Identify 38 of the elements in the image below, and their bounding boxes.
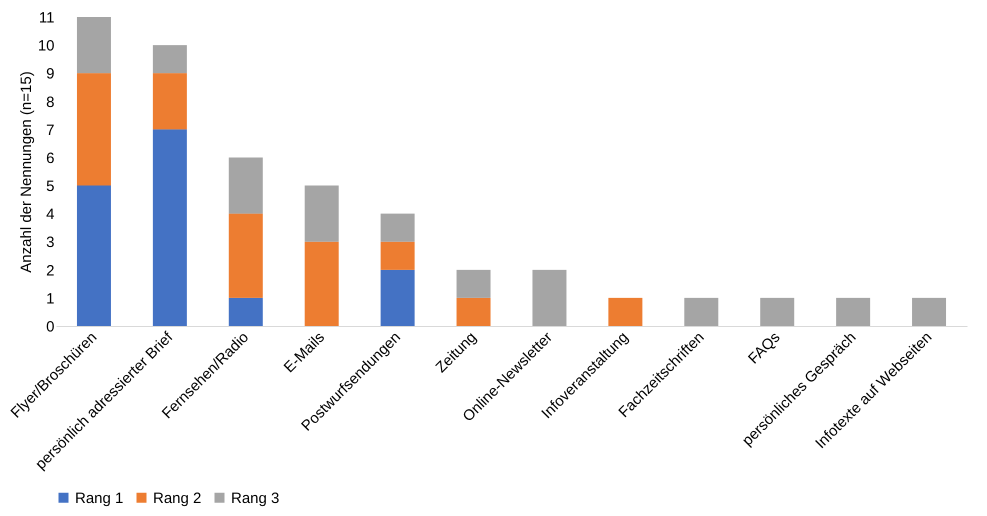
y-tick-label: 7 [46,122,54,139]
bar [380,270,415,326]
y-tick-label: 10 [38,38,54,55]
y-tick-label: 4 [46,206,54,224]
bar [456,270,491,298]
bar [912,298,946,326]
y-tick-label: 0 [46,318,54,336]
y-axis-title: Anzahl der Nennungen (n=15) [18,71,35,273]
bar [76,17,111,74]
bar [456,298,491,326]
bar [532,270,566,326]
bar [228,298,263,326]
legend-label: Rang 2 [153,490,202,507]
y-tick-label: 3 [46,234,54,252]
bar [304,242,339,326]
bar [304,186,339,242]
legend-label: Rang 1 [75,490,124,507]
y-tick-label: 1 [46,290,54,308]
y-tick-label: 2 [46,262,54,280]
bar [152,73,187,130]
bar [76,73,111,186]
bar [228,214,263,298]
legend-label: Rang 3 [231,490,280,507]
bar [380,242,415,270]
y-tick-label: 8 [46,94,54,111]
bar [76,186,111,326]
y-tick-label: 9 [46,66,54,83]
bar [684,298,718,326]
bar [152,129,187,326]
bar [760,298,794,326]
y-tick-label: 6 [46,150,54,167]
bar [228,157,263,214]
bar [836,298,870,326]
bar [152,45,187,74]
y-tick-label: 5 [46,178,54,196]
y-tick-label: 11 [38,10,54,26]
bar [380,214,415,242]
bar [608,298,642,326]
